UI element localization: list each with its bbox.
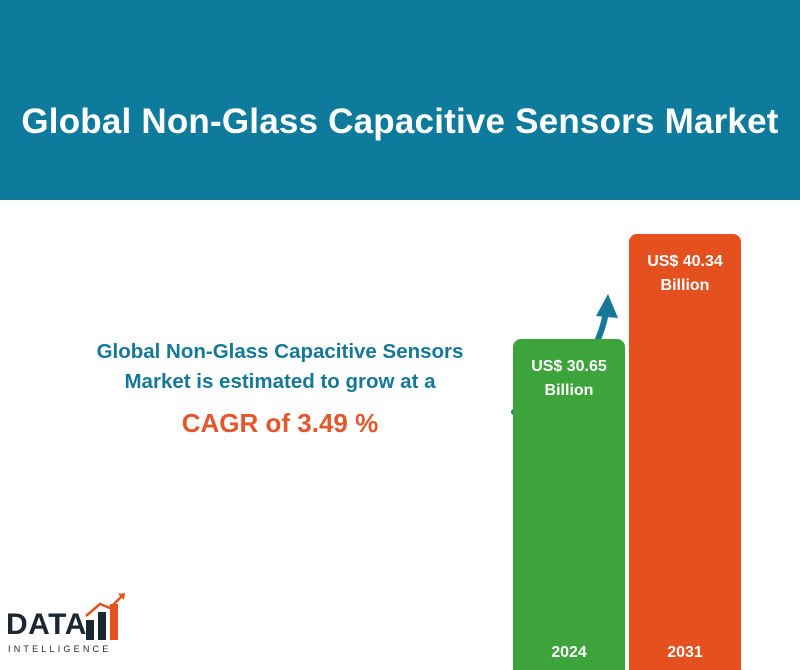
logo-wordmark: DATA — [6, 608, 87, 641]
header-banner: Global Non-Glass Capacitive Sensors Mark… — [0, 0, 800, 200]
growth-statement-line-2: Market is estimated to grow at a — [124, 370, 436, 393]
cagr-label: CAGR of 3.49 % — [181, 408, 379, 438]
curved-arrow-up-right-icon — [511, 294, 618, 415]
bar-value-label: US$ 40.34 Billion — [647, 253, 723, 294]
growth-statement: Global Non-Glass Capacitive Sensors Mark… — [40, 337, 520, 397]
bar-category-label: 2031 — [667, 644, 703, 661]
logo-subtitle: INTELLIGENCE — [8, 644, 112, 654]
bar-2031: US$ 40.34 Billion 2031 — [629, 234, 741, 670]
bar-category-label: 2024 — [551, 644, 587, 661]
growth-statement-line-1: Global Non-Glass Capacitive Sensors — [96, 340, 464, 363]
company-logo: DATA INTELLIGENCE — [6, 592, 128, 658]
page-title: Global Non-Glass Capacitive Sensors Mark… — [21, 102, 779, 141]
bar-growth-logo-icon — [85, 593, 125, 640]
